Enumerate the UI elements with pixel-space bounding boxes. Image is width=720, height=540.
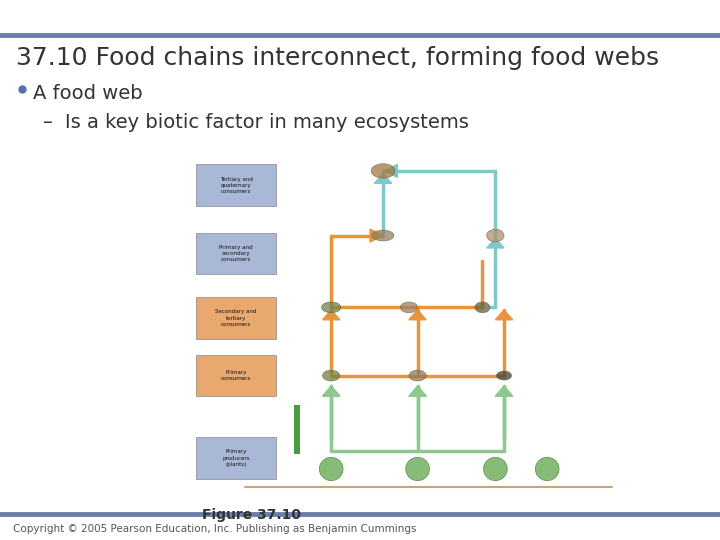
- Polygon shape: [370, 229, 383, 242]
- Polygon shape: [495, 387, 513, 396]
- FancyBboxPatch shape: [196, 355, 276, 396]
- Ellipse shape: [496, 371, 511, 380]
- Polygon shape: [409, 387, 426, 396]
- Text: Copyright © 2005 Pearson Education, Inc. Publishing as Benjamin Cummings: Copyright © 2005 Pearson Education, Inc.…: [13, 524, 416, 534]
- Text: 37.10 Food chains interconnect, forming food webs: 37.10 Food chains interconnect, forming …: [16, 46, 659, 70]
- Polygon shape: [323, 387, 340, 396]
- Polygon shape: [409, 310, 426, 320]
- Text: Tertiary and
quaternary
consumers: Tertiary and quaternary consumers: [220, 177, 253, 194]
- Ellipse shape: [475, 302, 490, 313]
- FancyBboxPatch shape: [196, 165, 276, 206]
- Text: Secondary and
tertiary
consumers: Secondary and tertiary consumers: [215, 309, 257, 327]
- Ellipse shape: [406, 457, 429, 481]
- Ellipse shape: [372, 230, 394, 241]
- Ellipse shape: [409, 370, 426, 381]
- Text: Primary
consumers: Primary consumers: [221, 370, 251, 381]
- FancyBboxPatch shape: [196, 233, 276, 274]
- Polygon shape: [323, 387, 340, 396]
- FancyBboxPatch shape: [196, 298, 276, 339]
- Ellipse shape: [321, 302, 341, 313]
- Polygon shape: [495, 387, 513, 396]
- Polygon shape: [487, 238, 504, 248]
- Polygon shape: [495, 310, 513, 320]
- Text: A food web: A food web: [33, 84, 143, 103]
- Ellipse shape: [487, 230, 504, 242]
- Ellipse shape: [320, 457, 343, 481]
- Ellipse shape: [400, 302, 418, 313]
- Polygon shape: [374, 174, 392, 184]
- Ellipse shape: [536, 457, 559, 481]
- Polygon shape: [384, 164, 397, 177]
- Bar: [294, 405, 300, 454]
- Polygon shape: [323, 310, 340, 320]
- FancyBboxPatch shape: [196, 437, 276, 479]
- Polygon shape: [409, 387, 426, 396]
- Text: Is a key biotic factor in many ecosystems: Is a key biotic factor in many ecosystem…: [65, 113, 469, 132]
- Text: Primary and
secondary
consumers: Primary and secondary consumers: [220, 245, 253, 262]
- Ellipse shape: [323, 370, 340, 381]
- Text: Figure 37.10: Figure 37.10: [202, 509, 301, 523]
- Text: Primary
producers
(plants): Primary producers (plants): [222, 449, 250, 467]
- Ellipse shape: [372, 164, 395, 178]
- Ellipse shape: [484, 457, 507, 481]
- Text: –: –: [43, 113, 53, 132]
